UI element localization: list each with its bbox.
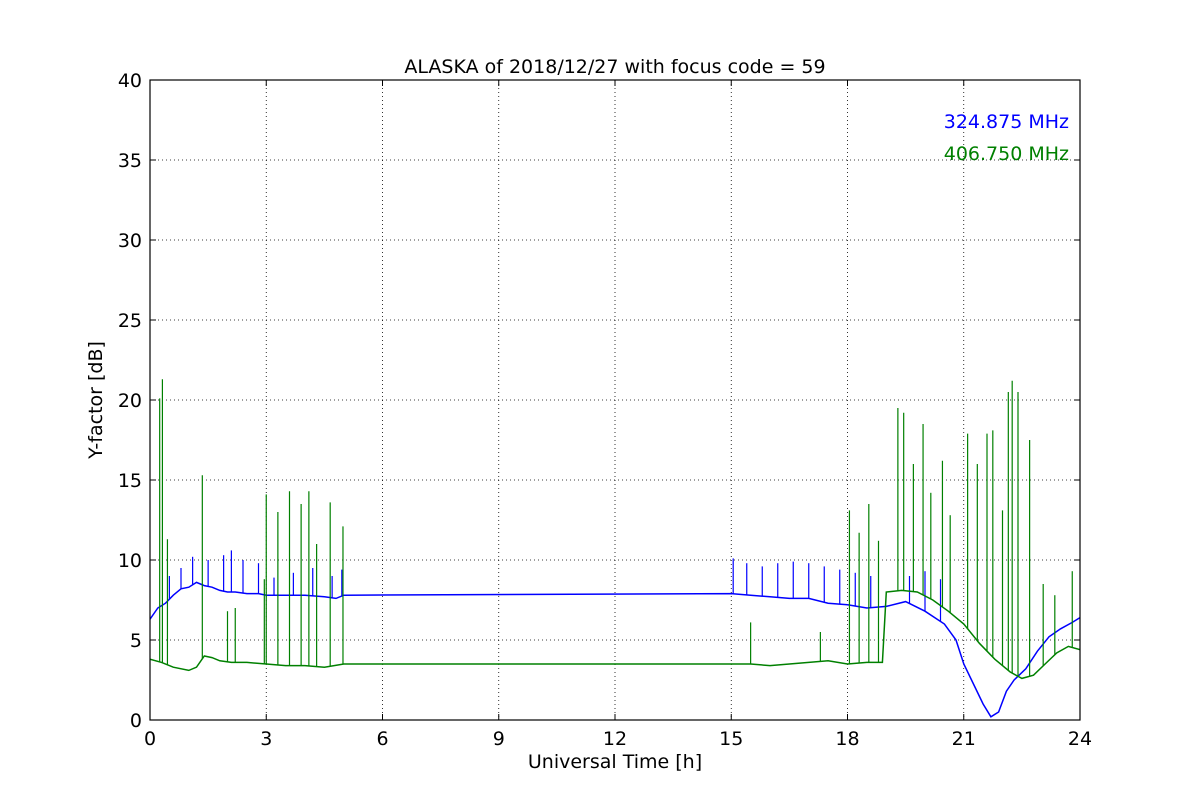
y-tick-label: 30 [118, 230, 142, 252]
y-tick-label: 0 [130, 710, 142, 732]
ticks: 0 3 6 9 12 15 18 21 24 0 5 10 15 20 25 30 35 40 [118, 70, 1092, 750]
x-tick-label: 24 [1068, 728, 1092, 750]
y-tick-label: 25 [118, 310, 142, 332]
x-tick-label: 15 [719, 728, 743, 750]
legend-entry: 406.750 MHz [944, 143, 1069, 165]
series-green [150, 379, 1080, 680]
legend-entry: 324.875 MHz [944, 111, 1069, 133]
y-tick-label: 5 [130, 630, 142, 652]
x-tick-label: 0 [144, 728, 156, 750]
x-axis-label: Universal Time [h] [528, 751, 702, 773]
y-tick-label: 10 [118, 550, 142, 572]
x-tick-label: 21 [952, 728, 976, 750]
y-tick-label: 20 [118, 390, 142, 412]
y-tick-label: 40 [118, 70, 142, 92]
series-layer [150, 379, 1080, 718]
x-tick-label: 18 [835, 728, 859, 750]
y-axis-label: Y-factor [dB] [85, 341, 107, 460]
x-tick-label: 12 [603, 728, 627, 750]
legend: 324.875 MHz 406.750 MHz [944, 111, 1069, 165]
x-tick-label: 6 [376, 728, 388, 750]
x-tick-label: 3 [260, 728, 272, 750]
y-tick-label: 15 [118, 470, 142, 492]
x-tick-label: 9 [493, 728, 505, 750]
y-tick-label: 35 [118, 150, 142, 172]
series-blue [150, 550, 1080, 718]
series-line [150, 589, 1080, 680]
chart-title: ALASKA of 2018/12/27 with focus code = 5… [404, 56, 825, 78]
